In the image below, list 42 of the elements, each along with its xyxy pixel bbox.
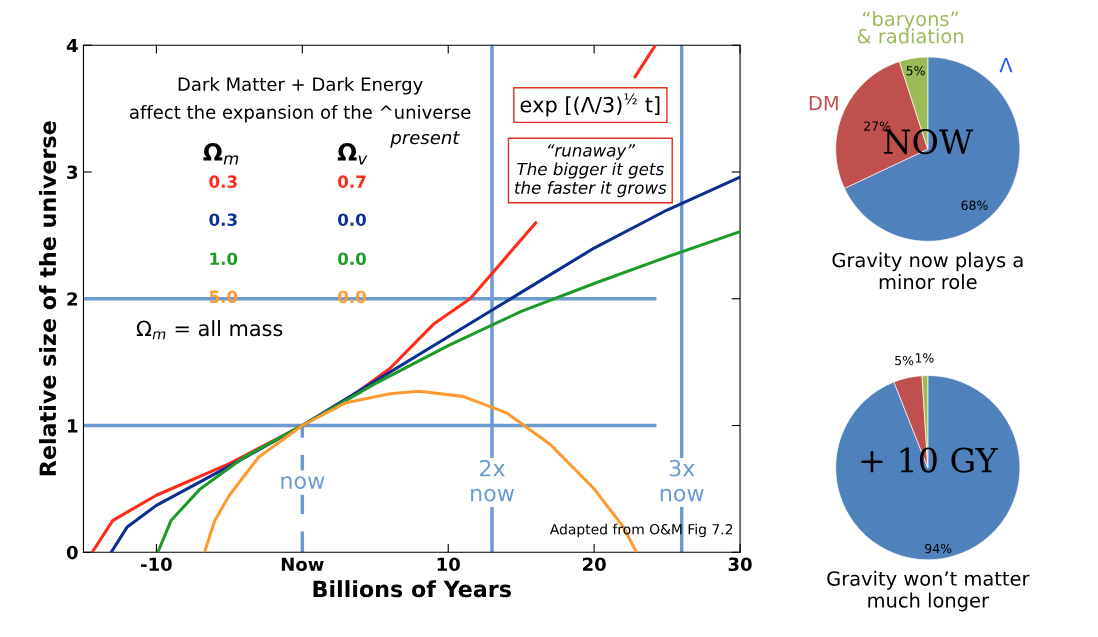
slice-label: DM [809, 95, 838, 111]
text: Gravity now plays a minor role [832, 252, 1023, 290]
slice-label: Λ [999, 57, 1013, 73]
text: Gravity won’t matter much longer [827, 570, 1030, 612]
annotation: “runaway” The bigger it gets the faster it grows [515, 144, 667, 198]
y-tick-label: 1 [68, 419, 78, 433]
annotation: 0.3 [209, 213, 237, 227]
annotation: 0.3 [209, 175, 237, 188]
data-label: 5% [895, 355, 914, 366]
annotation: Ω$_{v}$ [337, 143, 368, 165]
data-label: 5% [906, 65, 925, 76]
x-tick-label: 30 [728, 557, 752, 572]
y-tick-label: 3 [67, 165, 78, 180]
y-axis-title: Relative size of the universe [38, 121, 57, 476]
x-tick-label: 20 [583, 557, 606, 572]
x-tick-label: -10 [141, 557, 172, 572]
slice-label: “baryons” & radiation [857, 11, 963, 44]
y-tick-label: 0 [66, 545, 78, 560]
ref-line-label: 3x now [660, 459, 704, 502]
x-tick-label: Now [281, 557, 324, 572]
data-label: 1% [915, 353, 934, 363]
x-tick-label: 10 [437, 557, 460, 572]
annotation: affect the expansion of the ^universe [130, 104, 471, 123]
annotation: 1.0 [210, 252, 238, 266]
annotation: 0.7 [338, 175, 366, 188]
y-tick-label: 4 [66, 38, 78, 53]
annotation: 0.0 [338, 252, 366, 266]
annotation: Ω$_{m}$ = all mass [136, 320, 283, 340]
annotation: Dark Matter + Dark Energy [178, 77, 423, 95]
annotation: 0.0 [338, 213, 366, 227]
y-tick-label: 2 [67, 292, 78, 306]
ref-line-label: 2x now [471, 459, 514, 502]
data-label: 27% [864, 121, 891, 131]
annotation: 0.0 [338, 290, 366, 304]
annotation: Ω$_{m}$ [203, 143, 239, 165]
data-label: 68% [961, 200, 988, 211]
data-label: 94% [925, 543, 952, 554]
ref-line-label: now [281, 476, 325, 490]
annotation: 5.0 [209, 290, 238, 304]
x-axis-title: Billions of Years [313, 580, 511, 598]
annotation: present [390, 131, 460, 148]
annotation: exp [(Λ/3)$^{½}$ t] [520, 93, 660, 117]
